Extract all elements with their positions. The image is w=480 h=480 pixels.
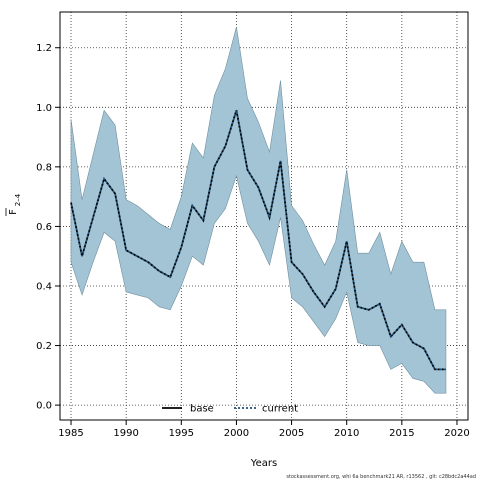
y-tick-label: 1.2 xyxy=(36,43,52,54)
y-axis-title: F 2–4 xyxy=(5,193,22,216)
y-tick-label: 0.2 xyxy=(36,341,52,352)
series-line-current xyxy=(70,110,446,371)
y-tick-label: 0.8 xyxy=(36,162,52,173)
y-tick-label: 0.6 xyxy=(36,222,52,233)
footnote: stockassessment.org, whi 6a benchmark21 … xyxy=(286,474,476,480)
x-tick-label: 1985 xyxy=(58,428,83,439)
confidence-band-group xyxy=(70,26,447,394)
x-tick-label: 2005 xyxy=(279,428,304,439)
plot-frame xyxy=(59,11,469,421)
series-group xyxy=(70,110,446,371)
y-axis-title-subscript: 2–4 xyxy=(14,193,22,206)
x-axis-title: Years xyxy=(250,458,277,469)
y-tick-label: 0.4 xyxy=(36,281,52,292)
series-line-current-alt xyxy=(70,110,446,371)
x-tick-label: 2020 xyxy=(444,428,469,439)
x-tick-label: 2010 xyxy=(334,428,359,439)
legend-label-current: current xyxy=(262,404,298,415)
confidence-band xyxy=(70,26,447,394)
x-tick-label: 2000 xyxy=(224,428,249,439)
y-tick-label: 1.0 xyxy=(36,103,52,114)
x-tick-label: 1995 xyxy=(169,428,194,439)
legend: base current xyxy=(162,404,298,415)
legend-label-base: base xyxy=(190,404,214,415)
x-tick-label: 1990 xyxy=(113,428,138,439)
y-axis-title-main: F xyxy=(8,209,19,215)
x-tick-label: 2015 xyxy=(389,428,414,439)
x-axis-ticks: 1985 1990 1995 2000 2005 2010 2015 2020 xyxy=(58,420,470,439)
y-axis-ticks: 0.0 0.2 0.4 0.6 0.8 1.0 1.2 xyxy=(36,43,60,412)
y-tick-label: 0.0 xyxy=(36,401,52,412)
